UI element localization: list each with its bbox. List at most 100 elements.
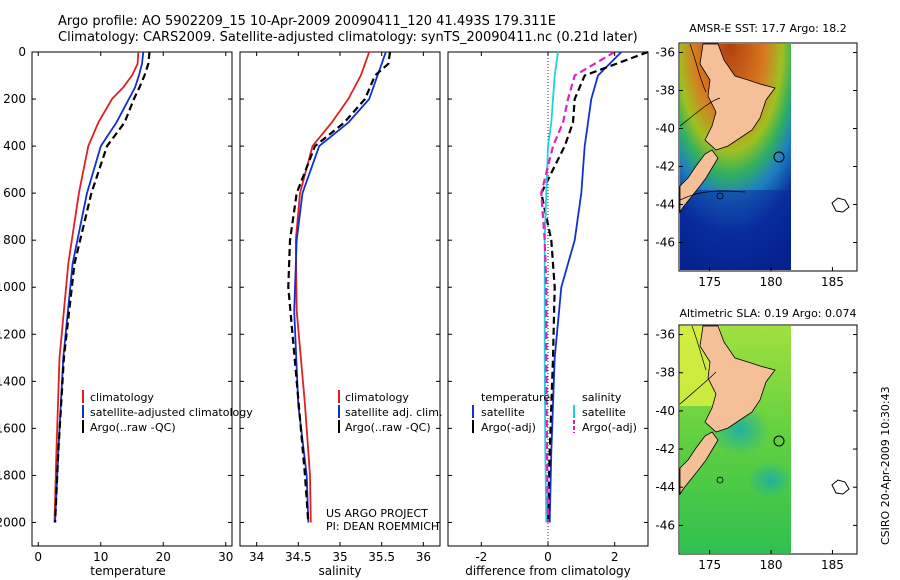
new-zealand-north-island (699, 43, 776, 151)
legend-label-temp-satellite: satellite (481, 406, 525, 419)
map-lat-label: -36 (655, 46, 675, 60)
argo-position-marker (773, 435, 785, 447)
map-lon-label: 185 (821, 275, 844, 289)
sla-anomaly (748, 462, 792, 498)
legend-label-sal-argo: Argo(-adj) (582, 421, 637, 434)
title-line-2: Climatology: CARS2009. Satellite-adjuste… (58, 30, 638, 45)
map-lat-label: -46 (655, 518, 675, 532)
map-lat-label: -46 (655, 236, 675, 250)
credits-line-2: PI: DEAN ROEMMICH (326, 520, 439, 533)
island-marker (716, 476, 724, 484)
map-lat-label: -44 (655, 198, 675, 212)
legend-label-temp-argo: Argo(-adj) (481, 421, 536, 434)
island-marker (716, 192, 724, 200)
series-line-argo-raw-qc (287, 51, 392, 523)
depth-tick-label: 200 (3, 92, 26, 106)
argo-position-marker (773, 151, 785, 163)
temperature-plot-frame (31, 51, 233, 547)
side-timestamp: CSIRO 20-Apr-2009 10:30:43 (879, 386, 892, 545)
x-tick-label: 0 (544, 550, 552, 564)
legend-label-climatology: climatology (90, 391, 154, 404)
legend-label-satellite-adj: satellite adj. clim. (345, 406, 442, 419)
sst-map (678, 42, 858, 272)
legend-title-salinity: salinity (582, 391, 622, 404)
map-lat-label: -40 (655, 122, 675, 136)
series-line-climatology (294, 51, 371, 523)
series-line-salinity-satellite (543, 51, 559, 523)
difference-legend: temperature satellite Argo(-adj) salinit… (472, 391, 637, 434)
map-lon-label: 185 (821, 558, 844, 572)
map-lon-label: 175 (698, 275, 721, 289)
map-lat-label: -36 (655, 328, 675, 342)
depth-tick-label: 600 (3, 186, 26, 200)
series-line-temperature-argo-adj (540, 50, 649, 523)
map-lat-label: -40 (655, 404, 675, 418)
depth-tick-label: 1400 (0, 374, 26, 388)
x-tick-label: 0 (34, 550, 42, 564)
salinity-x-label: salinity (318, 564, 361, 578)
map-lat-label: -42 (655, 160, 675, 174)
x-tick-label: 34.5 (285, 550, 312, 564)
difference-series (540, 50, 649, 523)
depth-tick-label: 1000 (0, 280, 26, 294)
depth-tick-label: 1200 (0, 327, 26, 341)
sst-map-x-ticks: 175 180 185 (698, 267, 844, 289)
series-line-salinity-argo-adj (540, 51, 616, 523)
title-line-1: Argo profile: AO 5902209_15 10-Apr-2009 … (58, 14, 556, 29)
x-tick-label: -2 (475, 550, 487, 564)
sst-cool-band (680, 190, 791, 270)
depth-tick-label: 2000 (0, 515, 26, 529)
new-zealand-south-island (679, 149, 719, 214)
depth-tick-label: 1800 (0, 468, 26, 482)
difference-x-ticks: -2 0 2 (448, 51, 648, 564)
sla-map-x-ticks: 175 180 185 (698, 550, 844, 572)
chatham-islands (831, 197, 850, 213)
map-lat-label: -44 (655, 480, 675, 494)
map-lat-label: -42 (655, 442, 675, 456)
x-tick-label: 20 (156, 550, 171, 564)
salinity-series (287, 51, 392, 523)
salinity-legend: climatology satellite adj. clim. Argo(..… (338, 390, 442, 434)
legend-label-argo: Argo(..raw -QC) (345, 421, 431, 434)
map-lat-label: -38 (655, 84, 675, 98)
x-tick-label: 35.5 (368, 550, 395, 564)
sst-map-y-ticks: -36 -38 -40 -42 -44 -46 (655, 46, 857, 250)
sst-contour (679, 43, 721, 127)
map-lon-label: 175 (698, 558, 721, 572)
x-tick-label: 36 (416, 550, 431, 564)
depth-tick-label: 0 (18, 45, 26, 59)
new-zealand-north-island (699, 325, 776, 433)
temperature-series (53, 51, 151, 523)
temperature-x-ticks: 0 10 20 30 (32, 51, 233, 564)
x-tick-label: 34 (249, 550, 264, 564)
sla-map-title: Altimetric SLA: 0.19 Argo: 0.074 (679, 307, 856, 320)
series-line-temperature-satellite (548, 51, 622, 523)
legend-label-argo: Argo(..raw -QC) (90, 421, 176, 434)
depth-tick-labels: 0 200 400 600 800 1000 1200 1400 1600 1800 2000 (0, 45, 26, 529)
legend-label-satellite-adjusted: satellite-adjusted climatology (90, 406, 253, 419)
sla-contour (679, 325, 717, 405)
sla-map-y-ticks: -36 -38 -40 -42 -44 -46 (655, 328, 857, 532)
chatham-islands (831, 479, 850, 495)
depth-tick-label: 400 (3, 139, 26, 153)
x-tick-label: 2 (611, 550, 619, 564)
temperature-legend: climatology satellite-adjusted climatolo… (82, 390, 253, 434)
legend-label-sal-satellite: satellite (582, 406, 626, 419)
new-zealand-south-island (679, 431, 719, 496)
sst-contour-south (679, 190, 746, 201)
map-lon-label: 180 (760, 275, 783, 289)
map-lat-label: -38 (655, 366, 675, 380)
x-tick-label: 30 (218, 550, 233, 564)
series-line-climatology (53, 51, 140, 523)
depth-tick-label: 800 (3, 233, 26, 247)
temperature-x-label: temperature (90, 564, 165, 578)
sst-map-title: AMSR-E SST: 17.7 Argo: 18.2 (689, 22, 847, 35)
series-line-argo-raw-qc (54, 51, 151, 523)
map-lon-label: 180 (760, 558, 783, 572)
x-tick-label: 35 (332, 550, 347, 564)
x-tick-label: 10 (93, 550, 108, 564)
credits-line-1: US ARGO PROJECT (326, 507, 428, 520)
series-line-satellite-adjusted-climatology (54, 51, 145, 523)
difference-x-label: difference from climatology (465, 564, 631, 578)
